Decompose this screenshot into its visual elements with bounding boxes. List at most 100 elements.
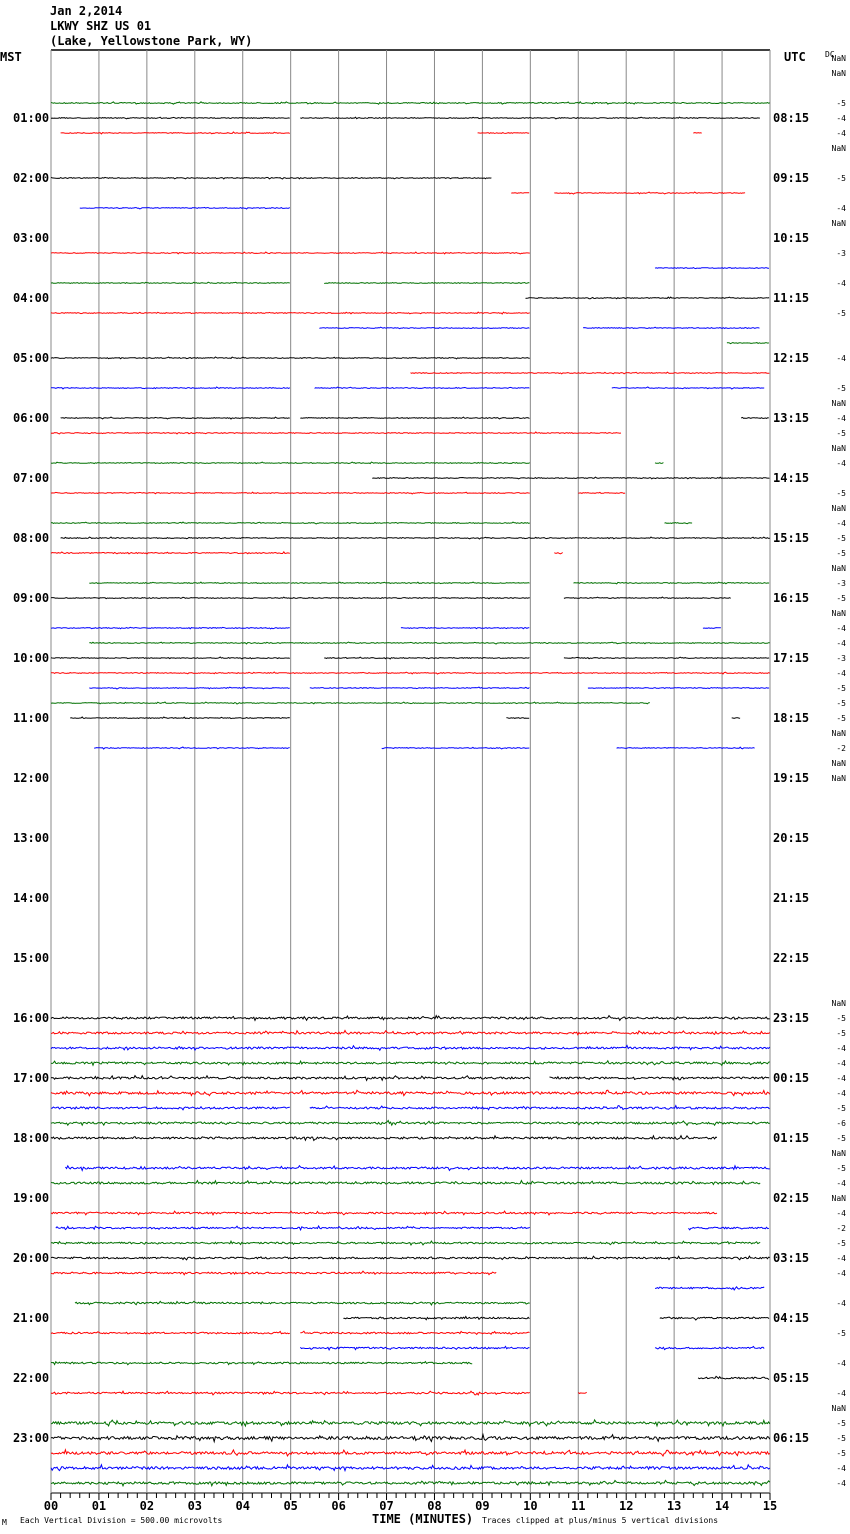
seismic-trace [89, 641, 770, 645]
seismic-trace [372, 476, 770, 480]
dc-offset-label: -4 [836, 414, 846, 423]
seismic-trace [400, 627, 530, 630]
seismic-trace [300, 416, 530, 420]
seismic-trace [50, 1134, 718, 1142]
seismic-trace [50, 1270, 497, 1276]
seismic-trace [50, 1360, 473, 1366]
time-tick-label: 04 [236, 1499, 250, 1513]
mst-hour-label: 21:00 [13, 1311, 49, 1325]
dc-offset-label: -5 [836, 684, 846, 693]
seismic-trace [50, 1432, 771, 1444]
mst-hour-label: 18:00 [13, 1131, 49, 1145]
utc-hour-label: 04:15 [773, 1311, 809, 1325]
time-tick-label: 05 [283, 1499, 297, 1513]
seismic-trace [740, 416, 769, 419]
dc-offset-label: -5 [836, 1164, 846, 1173]
utc-hour-label: 12:15 [773, 351, 809, 365]
mst-hour-label: 06:00 [13, 411, 49, 425]
seismic-trace [697, 1375, 770, 1381]
dc-offset-label: -5 [836, 174, 846, 183]
dc-offset-label: -4 [836, 279, 846, 288]
time-tick-label: 08 [427, 1499, 441, 1513]
dc-offset-label: -5 [836, 1029, 846, 1038]
seismic-trace [290, 581, 530, 585]
seismic-trace [511, 192, 530, 194]
seismic-trace [50, 461, 531, 465]
dc-offset-label: -4 [836, 639, 846, 648]
seismic-trace [89, 581, 290, 584]
seismic-trace [60, 536, 770, 540]
seismic-trace [563, 656, 770, 660]
mst-axis-label: MST [0, 50, 22, 64]
dc-offset-label: -5 [836, 429, 846, 438]
mst-hour-label: 07:00 [13, 471, 49, 485]
seismic-trace [50, 1448, 771, 1458]
mst-hour-label: 02:00 [13, 171, 49, 185]
dc-offset-label: NaN [832, 729, 847, 738]
time-axis-title: TIME (MINUTES) [372, 1512, 473, 1526]
seismic-trace [324, 281, 530, 284]
seismic-trace [50, 1479, 771, 1488]
mst-hour-label: 04:00 [13, 291, 49, 305]
seismic-trace [50, 1059, 770, 1067]
seismic-trace [60, 131, 290, 135]
mst-hour-label: 19:00 [13, 1191, 49, 1205]
time-tick-label: 02 [140, 1499, 154, 1513]
dc-offset-label: -5 [836, 1434, 846, 1443]
mst-hour-label: 17:00 [13, 1071, 49, 1085]
seismic-trace [659, 1316, 770, 1321]
utc-hour-label: 03:15 [773, 1251, 809, 1265]
seismic-trace [55, 1224, 531, 1232]
seismic-trace [50, 491, 530, 495]
seismic-trace [50, 656, 290, 660]
seismic-trace [50, 1463, 771, 1473]
dc-offset-label: NaN [832, 774, 847, 783]
mst-hour-label: 03:00 [13, 231, 49, 245]
mst-hour-label: 01:00 [13, 111, 49, 125]
utc-hour-label: 13:15 [773, 411, 809, 425]
seismic-trace [50, 1330, 290, 1335]
seismic-trace [688, 1226, 769, 1231]
clip-note: Traces clipped at plus/minus 5 vertical … [482, 1516, 718, 1525]
seismic-trace [573, 581, 770, 585]
dc-offset-label: NaN [832, 444, 847, 453]
dc-offset-label: NaN [832, 759, 847, 768]
dc-offset-label: -5 [836, 309, 846, 318]
seismic-trace [587, 687, 770, 690]
seismic-trace [50, 1119, 770, 1127]
dc-offset-label: -2 [836, 1224, 846, 1233]
utc-hour-label: 10:15 [773, 231, 809, 245]
dc-offset-label: -5 [836, 1104, 846, 1113]
time-tick-label: 13 [667, 1499, 681, 1513]
scale-note: Each Vertical Division = 500.00 microvol… [20, 1516, 222, 1525]
seismic-trace [50, 701, 650, 705]
seismic-trace [702, 627, 721, 629]
utc-hour-label: 06:15 [773, 1431, 809, 1445]
utc-hour-label: 15:15 [773, 531, 809, 545]
seismic-trace [51, 671, 770, 675]
seismic-trace [50, 1240, 761, 1247]
utc-hour-label: 16:15 [773, 591, 809, 605]
utc-hour-label: 01:15 [773, 1131, 809, 1145]
seismic-trace [726, 342, 769, 345]
mst-hour-label: 12:00 [13, 771, 49, 785]
dc-offset-label: -4 [836, 669, 846, 678]
dc-offset-label: -5 [836, 534, 846, 543]
date-label: Jan 2,2014 [50, 4, 123, 18]
time-tick-label: 11 [571, 1499, 585, 1513]
dc-offset-label: -4 [836, 1299, 846, 1308]
seismic-trace [50, 550, 290, 555]
seismic-trace [583, 326, 760, 330]
utc-hour-label: 09:15 [773, 171, 809, 185]
time-tick-label: 03 [188, 1499, 202, 1513]
dc-offset-label: -5 [836, 1239, 846, 1248]
dc-offset-label: -2 [836, 744, 846, 753]
dc-offset-label: -4 [836, 129, 846, 138]
dc-offset-label: -4 [836, 1479, 846, 1488]
utc-hour-label: 05:15 [773, 1371, 809, 1385]
utc-hour-label: 02:15 [773, 1191, 809, 1205]
dc-offset-label: -4 [836, 204, 846, 213]
utc-hour-label: 18:15 [773, 711, 809, 725]
dc-offset-label: -5 [836, 384, 846, 393]
seismic-trace [50, 1029, 771, 1036]
